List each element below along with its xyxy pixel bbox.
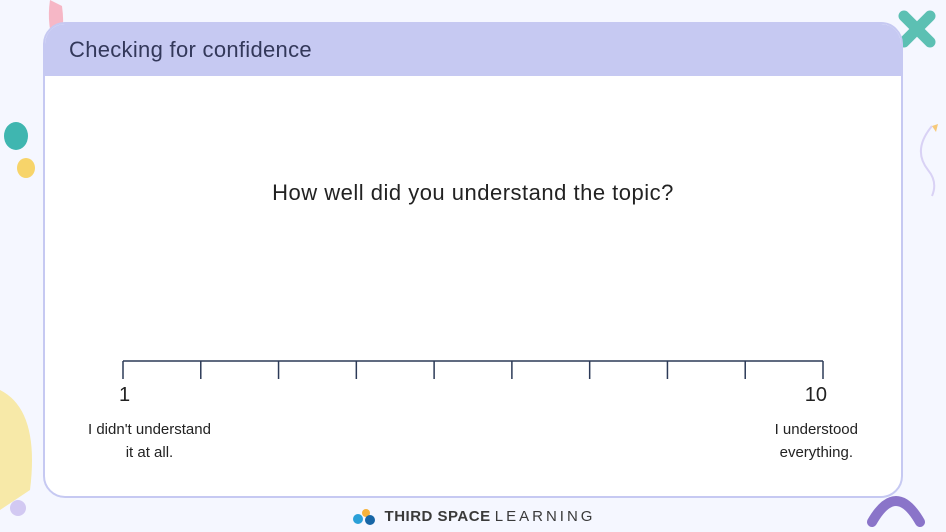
decor-teal-blob (4, 118, 38, 188)
card-title: Checking for confidence (69, 37, 312, 63)
confidence-scale: 1 10 I didn't understand it at all. I und… (45, 353, 901, 464)
decor-pencil-swirl (902, 120, 942, 200)
card-header: Checking for confidence (45, 24, 901, 76)
scale-min-caption: I didn't understand it at all. (88, 419, 211, 464)
brand-bold: THIRD SPACE (385, 508, 491, 525)
question-text: How well did you understand the topic? (45, 180, 901, 206)
svg-text:1: 1 (119, 384, 130, 406)
confidence-card: Checking for confidence How well did you… (43, 22, 903, 498)
svg-text:10: 10 (805, 384, 827, 406)
scale-ruler: 1 10 (113, 353, 833, 413)
brand-icon (351, 506, 377, 526)
brand-light: LEARNING (495, 508, 596, 525)
scale-max-caption: I understood everything. (775, 419, 858, 464)
brand-footer: THIRD SPACE LEARNING (0, 506, 946, 526)
